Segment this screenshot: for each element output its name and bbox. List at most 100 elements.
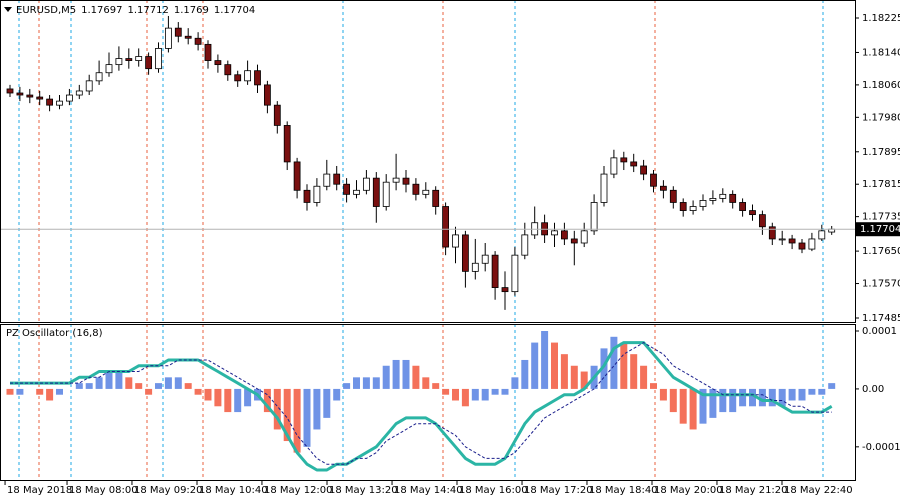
- candle-body: [313, 185, 321, 203]
- candle-body: [749, 210, 756, 216]
- x-tick-label: 18 May 17:20: [524, 485, 593, 496]
- candle-body: [353, 189, 360, 195]
- x-tick-label: 18 May 12:00: [264, 485, 333, 496]
- candle-body: [561, 230, 568, 240]
- histogram-bar: [56, 388, 63, 395]
- candle-body: [125, 58, 133, 61]
- histogram-bar: [828, 383, 836, 389]
- histogram-bar: [293, 388, 301, 453]
- signal-line: [10, 342, 832, 465]
- open-value: 1.17697: [81, 5, 122, 16]
- candle-body: [323, 173, 331, 187]
- histogram-bar: [135, 383, 143, 389]
- candle-body: [511, 254, 519, 293]
- histogram-bar: [580, 371, 588, 389]
- histogram-bar: [323, 388, 331, 418]
- candle-body: [303, 189, 311, 203]
- candle-body: [580, 230, 588, 244]
- histogram-bar: [362, 377, 370, 389]
- histogram-bar: [174, 377, 182, 389]
- candle-body: [412, 183, 420, 195]
- price-panel: [0, 15, 855, 310]
- histogram-bar: [442, 388, 450, 395]
- candle-body: [283, 125, 291, 163]
- menu-triangle[interactable]: [4, 7, 12, 12]
- histogram-bar: [659, 388, 667, 401]
- chart-header: EURUSD,M5 1.17697 1.17712 1.1769 1.17704: [16, 5, 255, 16]
- histogram-bar: [452, 388, 459, 401]
- histogram-bar: [6, 388, 14, 395]
- candle-body: [184, 35, 192, 39]
- y-tick-label: 1.17735: [862, 212, 900, 223]
- oscillator-title: PZ Oscillator (16,8): [6, 328, 103, 339]
- histogram-bar: [531, 342, 539, 389]
- histogram-bar: [719, 388, 727, 413]
- histogram-bar: [372, 377, 380, 389]
- candle-body: [501, 287, 509, 293]
- histogram-bar: [303, 388, 311, 447]
- y-tick-label: -0.0001: [862, 442, 900, 453]
- low-value: 1.1769: [174, 5, 209, 16]
- candle-body: [145, 56, 153, 70]
- histogram-bar: [343, 383, 351, 389]
- histogram-bar: [125, 377, 133, 389]
- histogram-bar: [283, 388, 291, 442]
- candle-body: [719, 193, 727, 199]
- candle-body: [273, 104, 281, 126]
- histogram-bar: [541, 331, 549, 389]
- y-tick-label: 1.17485: [862, 313, 900, 324]
- histogram-bar: [808, 388, 816, 395]
- candle-body: [590, 202, 598, 232]
- histogram-bar: [620, 342, 628, 389]
- histogram-bar: [214, 388, 222, 407]
- y-tick-label: 1.17570: [862, 279, 900, 290]
- candle-body: [709, 198, 717, 201]
- candle-body: [660, 185, 667, 191]
- candle-body: [372, 177, 380, 207]
- histogram-bar: [511, 377, 519, 389]
- histogram-bar: [273, 388, 281, 430]
- histogram-bar: [263, 388, 271, 413]
- histogram-bar: [471, 388, 479, 401]
- histogram-bar: [788, 388, 796, 401]
- candle-body: [729, 193, 737, 203]
- candle-body: [46, 98, 53, 106]
- histogram-bar: [155, 383, 162, 389]
- y-tick-label: 1.18225: [862, 13, 900, 24]
- candle-body: [263, 84, 271, 106]
- candle-body: [164, 27, 172, 49]
- histogram-bar: [501, 388, 509, 395]
- histogram-bar: [16, 388, 24, 395]
- x-tick-label: 18 May 10:40: [199, 485, 268, 496]
- candle-body: [254, 70, 261, 86]
- y-tick-label: 1.17650: [862, 246, 900, 257]
- candle-body: [402, 177, 410, 185]
- candle-body: [224, 64, 232, 76]
- candle-body: [739, 202, 746, 211]
- histogram-bar: [432, 383, 440, 389]
- candle-body: [343, 183, 351, 195]
- histogram-bar: [184, 383, 192, 389]
- candle-body: [194, 37, 202, 45]
- candle-body: [392, 177, 400, 183]
- candle-body: [442, 206, 450, 248]
- candle-body: [6, 88, 14, 94]
- y-tick-label: 1.17815: [862, 179, 900, 190]
- histogram-bar: [204, 388, 212, 401]
- candle-body: [600, 173, 608, 203]
- x-tick-label: 18 May 08:00: [69, 485, 138, 496]
- histogram-bar: [46, 388, 54, 401]
- histogram-bar: [560, 354, 568, 389]
- candle-body: [26, 94, 34, 98]
- histogram-bar: [105, 371, 113, 389]
- y-tick-label: 1.17895: [862, 147, 900, 158]
- histogram-bar: [798, 388, 806, 401]
- candle-body: [36, 96, 44, 100]
- histogram-bar: [392, 359, 400, 389]
- candle-body: [105, 64, 113, 74]
- candle-body: [521, 234, 529, 256]
- histogram-bar: [729, 388, 737, 413]
- histogram-bar: [669, 388, 677, 413]
